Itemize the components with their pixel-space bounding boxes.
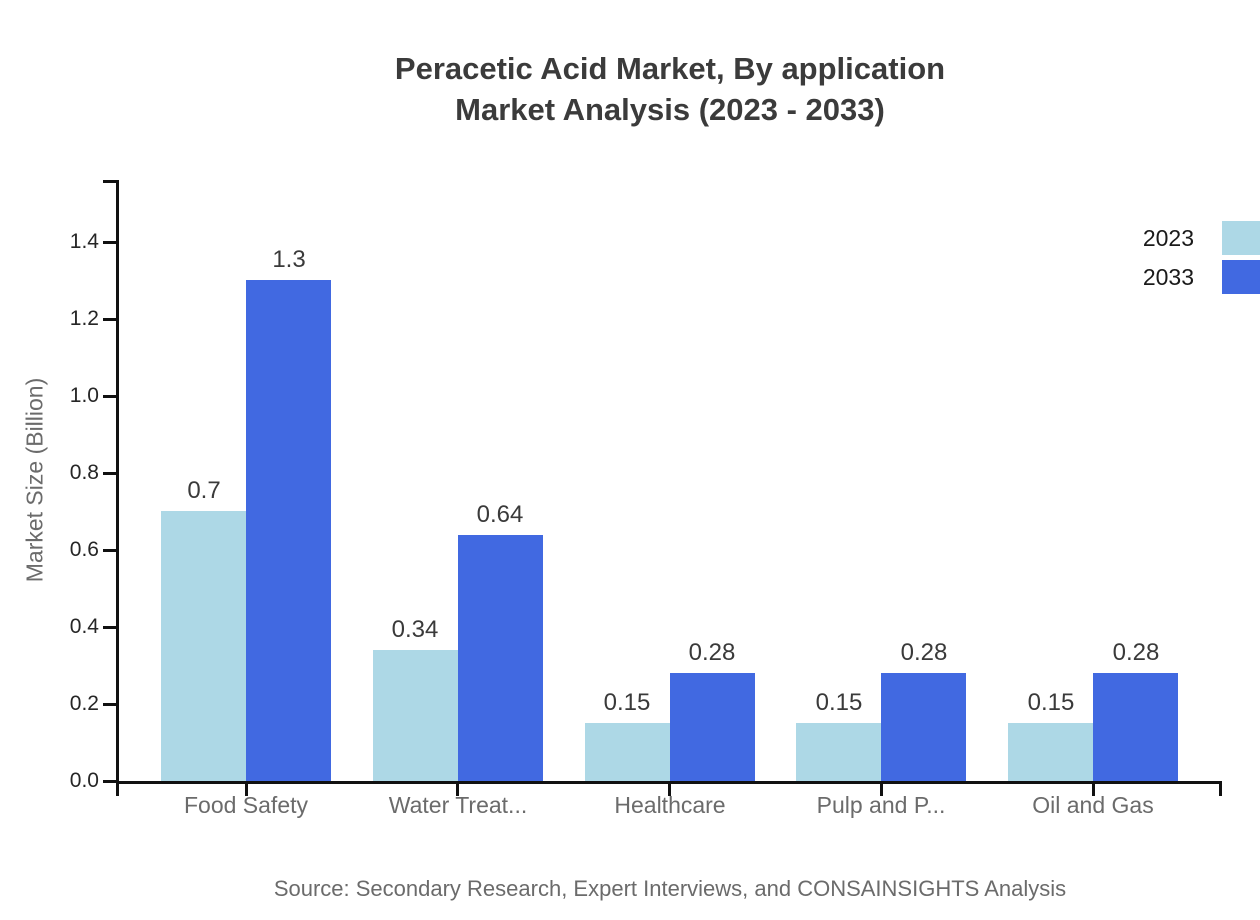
x-tick-oil-and-gas <box>1092 783 1095 796</box>
y-tick-1.0 <box>103 395 116 398</box>
bar-2023-healthcare <box>585 723 670 781</box>
bar-2033-oil-and-gas <box>1093 673 1178 781</box>
bar-2033-healthcare <box>670 673 755 781</box>
x-axis-end-tick <box>1219 783 1222 796</box>
bar-value-2023-water-treat: 0.34 <box>391 616 439 643</box>
chart-title: Peracetic Acid Market, By application Ma… <box>118 48 1222 130</box>
bar-value-2033-pulp-and-p: 0.28 <box>900 639 948 666</box>
y-tick-0.8 <box>103 472 116 475</box>
bar-value-2023-healthcare: 0.15 <box>603 689 651 716</box>
category-label-pulp-and-p: Pulp and P... <box>816 792 946 818</box>
bar-value-2033-oil-and-gas: 0.28 <box>1112 639 1160 666</box>
source-note: Source: Secondary Research, Expert Inter… <box>273 876 1067 901</box>
x-tick-food-safety <box>245 783 248 796</box>
y-tick-1.2 <box>103 318 116 321</box>
x-tick-pulp-and-p <box>880 783 883 796</box>
x-axis-start-tick <box>116 783 119 796</box>
legend-label-2033: 2033 <box>1142 264 1194 290</box>
bar-value-2033-healthcare: 0.28 <box>688 639 736 666</box>
y-axis-end-tick <box>103 180 116 183</box>
y-axis-label: Market Size (Billion) <box>21 377 48 583</box>
x-axis-line <box>116 781 1222 784</box>
bar-value-2023-pulp-and-p: 0.15 <box>815 689 863 716</box>
x-tick-healthcare <box>668 783 671 796</box>
y-tick-0.0 <box>103 780 116 783</box>
category-label-food-safety: Food Safety <box>183 792 309 818</box>
bar-2023-water-treat <box>373 650 458 781</box>
bar-2023-oil-and-gas <box>1008 723 1093 781</box>
bar-value-2023-food-safety: 0.7 <box>187 477 221 504</box>
bar-value-2033-water-treat: 0.64 <box>476 501 524 528</box>
category-label-water-treat: Water Treat... <box>388 792 528 818</box>
category-label-oil-and-gas: Oil and Gas <box>1032 792 1154 818</box>
y-tick-0.6 <box>103 549 116 552</box>
y-tick-1.4 <box>103 241 116 244</box>
bar-value-2023-oil-and-gas: 0.15 <box>1027 689 1075 716</box>
bar-2023-food-safety <box>161 511 246 781</box>
x-tick-water-treat <box>456 783 459 796</box>
y-tick-0.2 <box>103 703 116 706</box>
legend-swatch-2033 <box>1222 260 1260 294</box>
y-axis-line <box>116 180 119 784</box>
bar-2023-pulp-and-p <box>796 723 881 781</box>
chart-title-line1: Peracetic Acid Market, By application <box>394 51 946 86</box>
bar-value-2033-food-safety: 1.3 <box>272 246 306 273</box>
y-tick-0.4 <box>103 626 116 629</box>
category-label-healthcare: Healthcare <box>614 792 726 818</box>
bar-2033-pulp-and-p <box>881 673 966 781</box>
chart-title-line2: Market Analysis (2023 - 2033) <box>455 92 885 127</box>
legend-swatch-2023 <box>1222 221 1260 255</box>
bar-2033-food-safety <box>246 280 331 781</box>
bar-2033-water-treat <box>458 535 543 781</box>
legend-label-2023: 2023 <box>1142 225 1194 251</box>
